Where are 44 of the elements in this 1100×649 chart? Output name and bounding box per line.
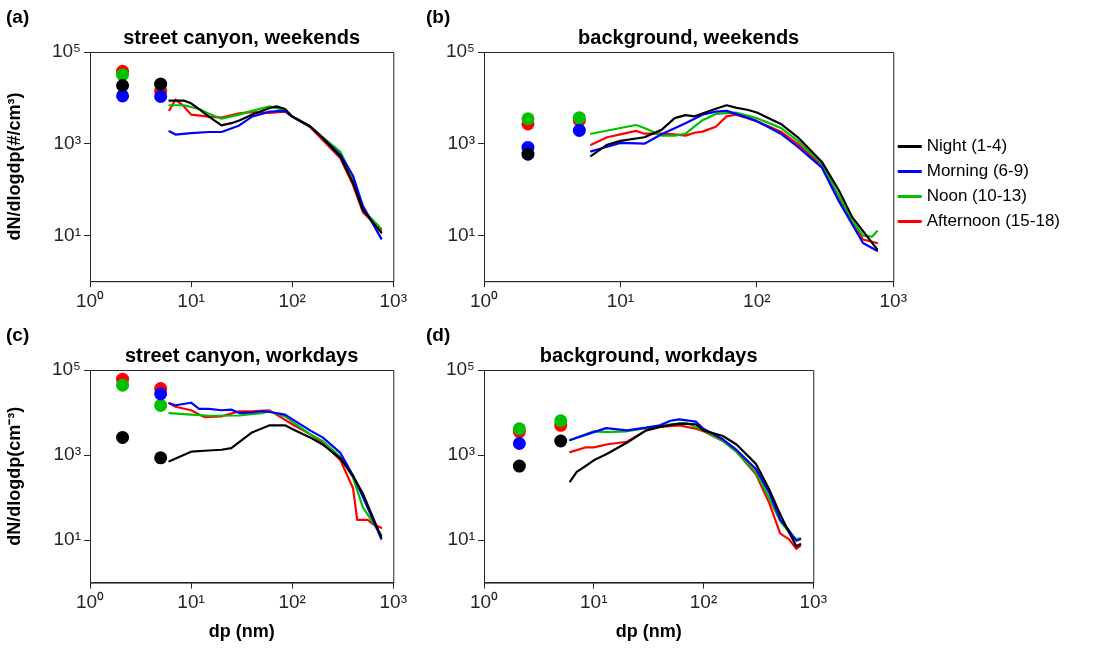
y-tick-label: 10⁵ bbox=[51, 358, 81, 380]
x-tick-label: 10³ bbox=[879, 289, 907, 311]
y-tick-label: 10³ bbox=[447, 131, 475, 153]
text: (c) bbox=[6, 323, 30, 345]
y-tick-label: 10⁵ bbox=[51, 40, 81, 62]
x-tick-label: 10⁰ bbox=[75, 591, 105, 613]
x-tick-label: 10³ bbox=[379, 289, 407, 311]
chart-title: street canyon, workdays bbox=[124, 343, 359, 366]
text: (a) bbox=[6, 5, 30, 27]
legend-label: Night (1-4) bbox=[926, 136, 1008, 156]
x-tick-label: 10² bbox=[278, 289, 306, 311]
y-axis-title: dN/dlogdp(#/cm³) bbox=[3, 92, 24, 241]
x-tick-label: 10² bbox=[278, 591, 306, 613]
legend-label: Noon (10-13) bbox=[926, 186, 1027, 206]
x-axis-title: dp (nm) bbox=[208, 621, 275, 642]
x-tick-label: 10⁰ bbox=[469, 591, 499, 613]
x-tick-label: 10² bbox=[743, 289, 771, 311]
y-tick-label: 10³ bbox=[447, 443, 475, 465]
x-tick-label: 10¹ bbox=[177, 289, 205, 311]
x-tick-label: 10² bbox=[689, 591, 718, 613]
y-tick-label: 10¹ bbox=[53, 528, 81, 550]
x-tick-label: 10³ bbox=[379, 591, 407, 613]
x-tick-label: 10³ bbox=[799, 591, 827, 613]
x-tick-label: 10¹ bbox=[580, 591, 608, 613]
text: (b) bbox=[426, 5, 451, 27]
y-tick-label: 10⁵ bbox=[445, 40, 475, 62]
chart-title: background, weekends bbox=[578, 25, 800, 48]
y-tick-label: 10¹ bbox=[447, 528, 475, 550]
y-tick-label: 10⁵ bbox=[445, 358, 475, 380]
chart-title: background, workdays bbox=[539, 343, 758, 366]
legend-label: Afternoon (15-18) bbox=[926, 211, 1061, 231]
chart-title: street canyon, weekends bbox=[123, 25, 361, 48]
y-tick-label: 10³ bbox=[53, 131, 81, 153]
x-tick-label: 10¹ bbox=[606, 289, 635, 311]
x-axis-title: dp (nm) bbox=[615, 621, 682, 642]
y-tick-label: 10¹ bbox=[53, 223, 81, 245]
legend-label: Morning (6-9) bbox=[926, 161, 1029, 181]
x-tick-label: 10⁰ bbox=[75, 289, 105, 311]
y-tick-label: 10¹ bbox=[447, 223, 475, 245]
text: (d) bbox=[426, 323, 451, 345]
x-tick-label: 10⁰ bbox=[469, 289, 499, 311]
y-tick-label: 10³ bbox=[53, 443, 81, 465]
x-tick-label: 10¹ bbox=[177, 591, 205, 613]
y-axis-title: dN/dlogdp(cm⁻³) bbox=[3, 406, 24, 546]
